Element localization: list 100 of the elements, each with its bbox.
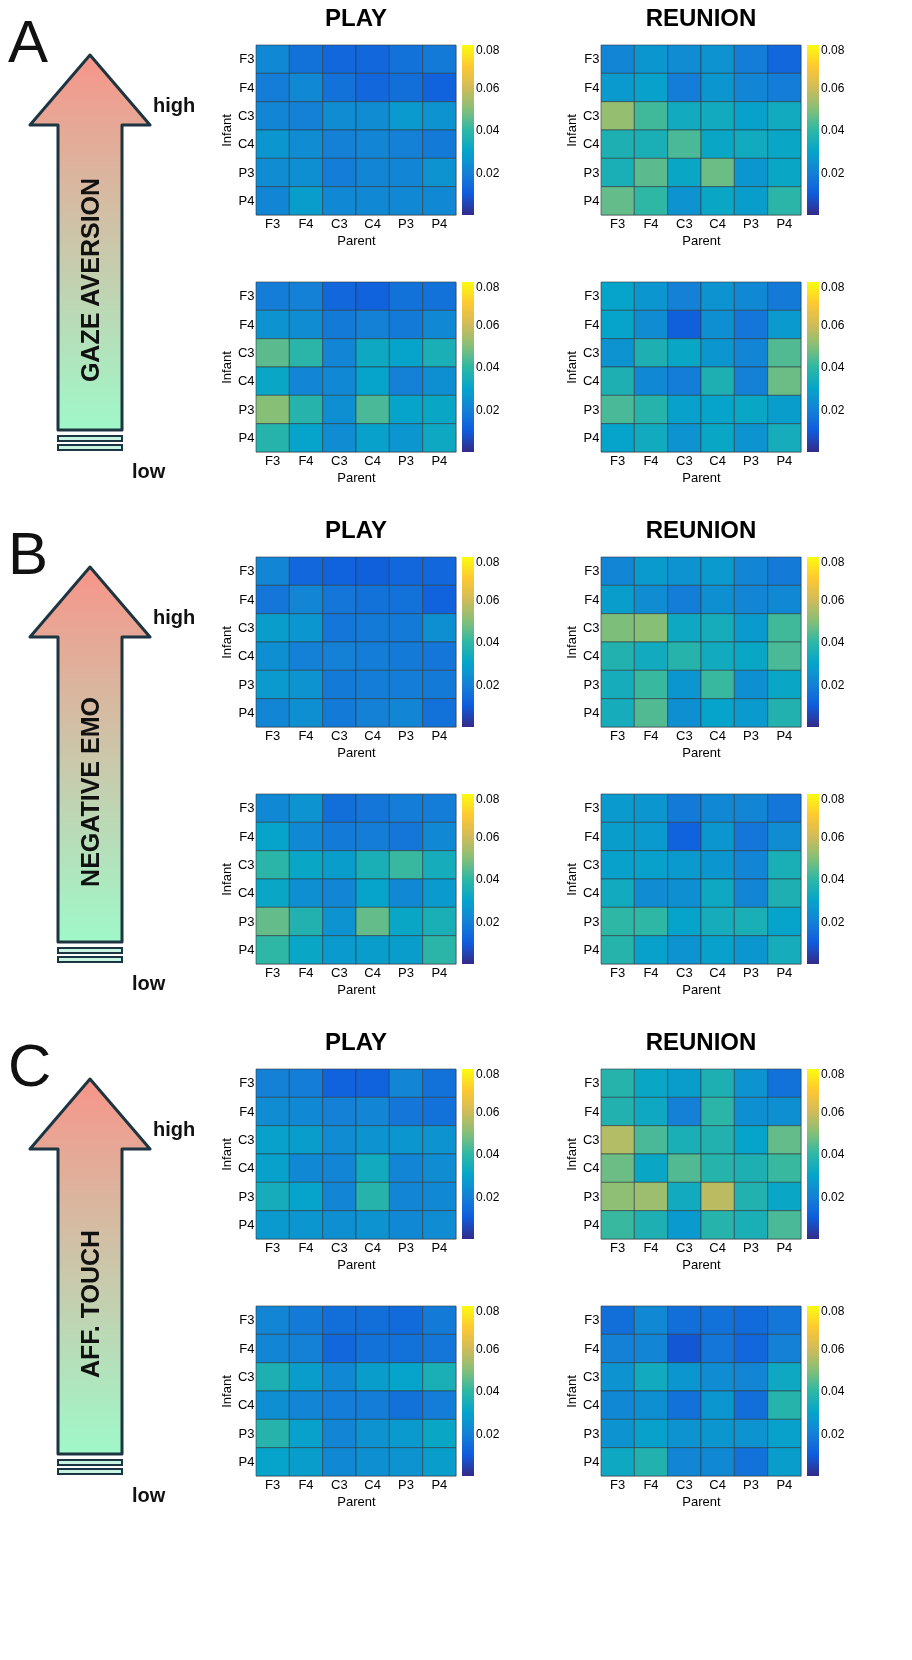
- x-tick-label: F3: [265, 964, 281, 980]
- x-tick-label: F4: [643, 727, 659, 743]
- x-axis-title: Parent: [337, 744, 377, 760]
- y-tick-label: P4: [583, 1453, 600, 1469]
- x-tick-label: F3: [265, 452, 281, 468]
- chart-title: PLAY: [325, 1027, 387, 1055]
- text: C: [8, 1032, 52, 1099]
- color-bar-label: 0.02: [821, 914, 845, 929]
- color-bar-label: 0.06: [821, 592, 845, 607]
- color-bar-label: 0.02: [821, 1189, 845, 1204]
- color-bar-label: 0.04: [476, 1384, 500, 1398]
- x-axis-title: Parent: [337, 1256, 377, 1272]
- x-tick-label: C3: [331, 964, 348, 980]
- chart-title: REUNION: [645, 3, 757, 31]
- y-tick-label: C4: [582, 373, 600, 389]
- text: B: [8, 520, 49, 587]
- x-tick-label: C4: [709, 215, 726, 231]
- y-tick-label: C4: [237, 1397, 255, 1413]
- x-tick-label: C4: [709, 1476, 726, 1492]
- color-bar-label: 0.08: [821, 1067, 845, 1081]
- y-tick-label: P4: [238, 1216, 255, 1232]
- y-tick-label: P3: [583, 676, 600, 692]
- x-tick-label: C4: [709, 1239, 726, 1255]
- text: A: [8, 8, 49, 75]
- x-tick-label: F3: [610, 452, 626, 468]
- y-tick-label: C3: [582, 1368, 600, 1384]
- x-tick-label: F3: [610, 727, 626, 743]
- y-axis-title: Infant: [218, 625, 234, 659]
- text: low: [132, 460, 166, 482]
- y-tick-label: F3: [239, 1075, 255, 1091]
- x-tick-label: C3: [676, 1476, 693, 1492]
- x-tick-label: P3: [398, 727, 414, 743]
- x-tick-label: P3: [743, 1476, 759, 1492]
- x-tick-label: C3: [676, 727, 693, 743]
- y-tick-label: F3: [584, 800, 600, 816]
- y-axis-title: Infant: [218, 1374, 234, 1408]
- y-tick-label: P4: [238, 429, 255, 445]
- x-tick-label: P4: [776, 727, 793, 743]
- y-tick-label: F4: [239, 79, 255, 95]
- y-tick-label: F4: [239, 1103, 255, 1119]
- x-tick-label: C4: [364, 1476, 381, 1492]
- x-axis-title: Parent: [337, 232, 377, 248]
- y-tick-label: F4: [584, 1103, 600, 1119]
- text: high: [153, 1118, 196, 1140]
- y-tick-label: C3: [582, 1131, 600, 1147]
- color-bar-label: 0.04: [476, 872, 500, 886]
- color-bar-label: 0.02: [476, 402, 500, 417]
- x-tick-label: P3: [398, 1476, 414, 1492]
- y-axis-title: Infant: [218, 1137, 234, 1171]
- color-bar-label: 0.08: [476, 555, 500, 569]
- y-tick-label: F3: [584, 563, 600, 579]
- y-tick-label: P3: [583, 164, 600, 180]
- y-tick-label: P4: [238, 192, 255, 208]
- x-tick-label: P4: [431, 1239, 448, 1255]
- x-tick-label: P3: [743, 964, 759, 980]
- color-bar-label: 0.04: [821, 123, 845, 137]
- chart-title: PLAY: [325, 3, 387, 31]
- x-tick-label: F4: [643, 1476, 659, 1492]
- color-bar-label: 0.04: [821, 1384, 845, 1398]
- color-bar-label: 0.02: [821, 677, 845, 692]
- color-bar-label: 0.08: [476, 1304, 500, 1318]
- color-bar-label: 0.06: [476, 1341, 500, 1356]
- y-tick-label: P4: [583, 1216, 600, 1232]
- x-axis-title: Parent: [337, 981, 377, 997]
- y-tick-label: P3: [238, 1425, 255, 1441]
- color-bar-label: 0.08: [476, 1067, 500, 1081]
- y-axis-title: Infant: [563, 113, 579, 147]
- x-tick-label: P4: [431, 1476, 448, 1492]
- y-tick-label: C4: [237, 648, 255, 664]
- x-tick-label: P3: [398, 452, 414, 468]
- y-tick-label: C4: [582, 136, 600, 152]
- x-tick-label: C4: [709, 452, 726, 468]
- color-bar-label: 0.06: [821, 317, 845, 332]
- color-bar-label: 0.02: [476, 1426, 500, 1441]
- x-tick-label: P4: [776, 452, 793, 468]
- x-tick-label: P3: [743, 1239, 759, 1255]
- x-tick-label: F4: [643, 1239, 659, 1255]
- color-bar-label: 0.02: [476, 1189, 500, 1204]
- x-tick-label: F3: [610, 1239, 626, 1255]
- y-tick-label: P3: [238, 401, 255, 417]
- x-tick-label: P3: [398, 964, 414, 980]
- text: high: [153, 606, 196, 628]
- y-tick-label: F4: [584, 316, 600, 332]
- x-tick-label: C3: [676, 215, 693, 231]
- y-tick-label: C4: [237, 885, 255, 901]
- color-bar-label: 0.02: [821, 165, 845, 180]
- y-axis-title: Infant: [563, 350, 579, 384]
- x-tick-label: C3: [331, 1239, 348, 1255]
- x-axis-title: Parent: [682, 1493, 722, 1509]
- y-tick-label: P4: [583, 941, 600, 957]
- x-axis-title: Parent: [682, 744, 722, 760]
- text: low: [132, 972, 166, 994]
- x-tick-label: F4: [298, 964, 314, 980]
- x-axis-title: Parent: [682, 232, 722, 248]
- y-tick-label: C3: [237, 1131, 255, 1147]
- text: low: [132, 1484, 166, 1506]
- x-tick-label: F3: [265, 1476, 281, 1492]
- y-tick-label: F3: [239, 288, 255, 304]
- color-bar-label: 0.04: [821, 1147, 845, 1161]
- y-tick-label: P4: [583, 192, 600, 208]
